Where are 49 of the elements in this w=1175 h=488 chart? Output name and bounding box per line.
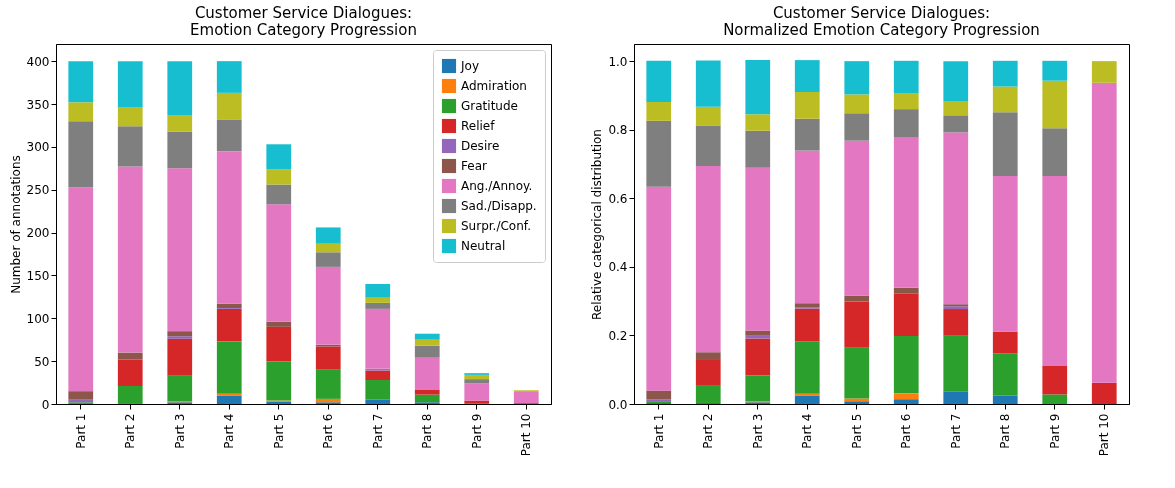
- x-tick-label: Part 7: [370, 413, 385, 449]
- legend-label: Relief: [461, 119, 496, 133]
- y-tick-label: 1.0: [608, 54, 628, 69]
- x-tick-label: Part 4: [222, 413, 237, 449]
- legend-label: Fear: [461, 159, 487, 173]
- y-tick-label: 0.4: [608, 260, 628, 275]
- legend-label: Gratitude: [461, 99, 518, 113]
- y-tick-label: 50: [34, 354, 50, 369]
- x-tick-label: Part 9: [469, 413, 484, 449]
- x-tick-label: Part 4: [800, 413, 815, 449]
- x-tick-label: Part 3: [172, 413, 187, 449]
- y-tick-label: 0: [41, 397, 50, 412]
- y-tick-label: 200: [26, 226, 50, 241]
- x-tick-label: Part 3: [750, 413, 765, 449]
- x-tick-label: Part 9: [1047, 413, 1062, 449]
- y-tick-label: 300: [26, 140, 50, 155]
- y-tick-label: 400: [26, 54, 50, 69]
- legend-label: Neutral: [461, 239, 506, 253]
- x-tick-label: Part 1: [73, 413, 88, 449]
- x-tick-label: Part 2: [701, 413, 716, 449]
- x-tick-label: Part 10: [519, 413, 534, 457]
- y-tick-label: 150: [26, 268, 50, 283]
- x-tick-label: Part 8: [998, 413, 1013, 449]
- x-tick-label: Part 6: [899, 413, 914, 449]
- x-tick-label: Part 7: [948, 413, 963, 449]
- x-tick-label: Part 2: [123, 413, 138, 449]
- y-axis-title: Number of annotations: [8, 155, 23, 294]
- chart-title: Customer Service Dialogues: Emotion Category Progression: [190, 4, 417, 39]
- x-tick-label: Part 6: [321, 413, 336, 449]
- y-tick-label: 350: [26, 97, 50, 112]
- y-tick-label: 0.2: [608, 328, 628, 343]
- y-tick-label: 100: [26, 311, 50, 326]
- x-tick-label: Part 10: [1097, 413, 1112, 457]
- chart-title: Customer Service Dialogues: Normalized Emotion Category Progression: [723, 4, 1040, 39]
- x-tick-label: Part 5: [271, 413, 286, 449]
- x-tick-label: Part 1: [651, 413, 666, 449]
- x-tick-label: Part 8: [420, 413, 435, 449]
- legend-label: Joy: [460, 59, 479, 73]
- y-axis-title: Relative categorical distribution: [590, 129, 605, 320]
- legend-label: Surpr./Conf.: [461, 219, 531, 233]
- legend-label: Sad./Disapp.: [461, 199, 537, 213]
- legend-label: Desire: [461, 139, 500, 153]
- y-tick-label: 0.6: [608, 191, 628, 206]
- legend-label: Ang./Annoy.: [461, 179, 533, 193]
- y-tick-label: 0.0: [608, 397, 628, 412]
- legend-label: Admiration: [461, 79, 527, 93]
- x-tick-label: Part 5: [849, 413, 864, 449]
- y-tick-label: 250: [26, 183, 50, 198]
- y-tick-label: 0.8: [608, 123, 628, 138]
